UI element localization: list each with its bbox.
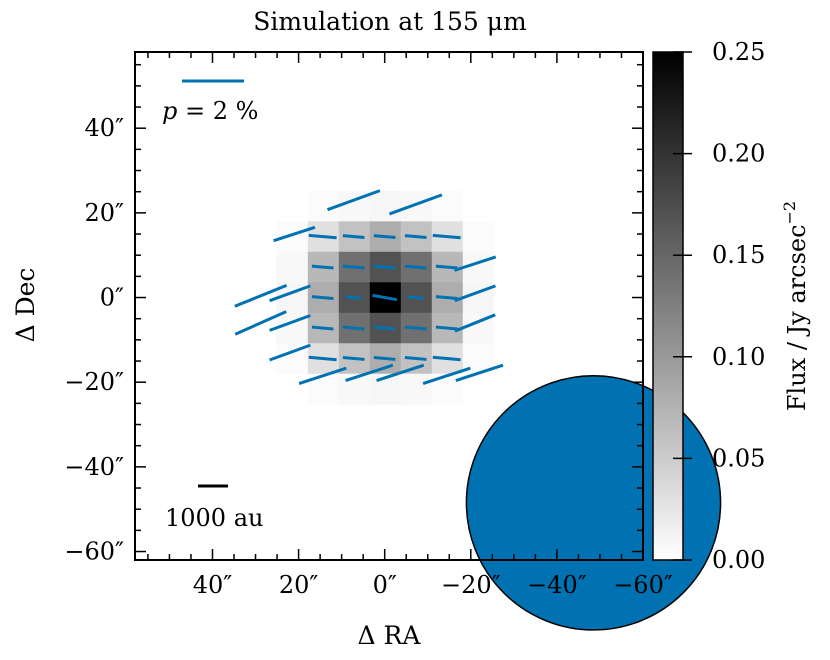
y-axis-label: Δ Dec (11, 268, 40, 343)
y-tick-label: 0″ (100, 284, 124, 312)
polarization-vector (407, 295, 424, 300)
polarization-vector (454, 255, 497, 272)
polarization-vector (311, 264, 334, 270)
polarization-vector (373, 264, 396, 270)
y-tick-label: 40″ (84, 114, 124, 142)
colorbar-label: Flux / Jy arcsec−2 (780, 201, 811, 411)
polarization-vector (345, 363, 394, 382)
polarization-vector (404, 325, 427, 331)
colorbar-tick-label: 0.00 (712, 546, 765, 574)
polarization-vector (454, 313, 496, 333)
polarization-vector (404, 356, 427, 361)
polarization-vector (308, 355, 337, 362)
polarization-vector (342, 356, 365, 361)
heatmap-pixel (276, 190, 308, 222)
colorbar: 0.00 0.05 0.10 0.15 0.20 0.25 Flux / Jy arcse… (652, 38, 811, 574)
colorbar-tick-label: 0.15 (712, 241, 765, 269)
x-tick-label: −40″ (527, 571, 587, 599)
polarization-vector (435, 295, 458, 300)
polarization-vector (454, 284, 497, 303)
polarization-vector (455, 363, 504, 382)
colorbar-tick-label: 0.25 (712, 38, 765, 66)
y-tick-label: 20″ (84, 199, 124, 227)
heatmap-pixel (400, 373, 432, 405)
polarization-vector (435, 325, 458, 331)
heatmap-pixel (276, 373, 308, 405)
plot-area: p = 2 % 1000 au (134, 51, 722, 631)
polarization-vector (342, 325, 365, 331)
au-scalebar-label: 1000 au (165, 504, 263, 532)
polarization-vector (269, 314, 311, 332)
heatmap-pixel (400, 190, 432, 222)
x-tick-label: 20″ (279, 571, 319, 599)
polarization-vector (298, 366, 347, 385)
x-tick-label: 40″ (193, 571, 233, 599)
polarization-vector (342, 264, 365, 270)
heatmap-pixel (369, 190, 401, 222)
chart-title: Simulation at 155 μm (253, 7, 527, 36)
polarization-vector (404, 264, 427, 270)
polarization-vector (311, 295, 334, 300)
polarization-vector (342, 234, 365, 240)
axis-ticks (135, 52, 643, 560)
y-tick-label: −40″ (64, 453, 124, 481)
y-tick-labels: 40″ 20″ 0″ −20″ −40″ −60″ (64, 114, 124, 565)
polarization-vector (435, 264, 458, 270)
colorbar-tick-label: 0.20 (712, 140, 765, 168)
polarization-vector (373, 356, 396, 361)
polarization-vector (308, 233, 337, 240)
polarization-vector (373, 325, 396, 331)
plot-frame (134, 51, 644, 561)
polarization-vector (234, 283, 288, 308)
polarization-vector (326, 189, 381, 212)
polarization-vector (432, 355, 461, 362)
y-tick-label: −60″ (64, 538, 124, 566)
colorbar-tick-label: 0.10 (712, 343, 765, 371)
heatmap-pixel (462, 373, 494, 405)
x-tick-label: −20″ (441, 571, 501, 599)
x-tick-labels: 40″ 20″ 0″ −20″ −40″ −60″ (193, 571, 673, 599)
colorbar-ticks: 0.00 0.05 0.10 0.15 0.20 0.25 (673, 38, 765, 574)
x-tick-label: 0″ (373, 571, 397, 599)
polarization-vector (388, 193, 443, 216)
heatmap-pixel (462, 221, 494, 253)
polarization-vector (376, 363, 425, 382)
polarization-vector (273, 225, 316, 243)
polarization-vector (234, 310, 287, 336)
polarization-vector (404, 234, 427, 240)
polarization-vector (269, 343, 311, 362)
polarization-vector (269, 284, 311, 303)
polarization-vector (373, 234, 396, 240)
heatmap-pixel (276, 251, 308, 283)
p-scale-label: p = 2 % (162, 97, 258, 125)
colorbar-tick-label: 0.05 (712, 444, 765, 472)
heatmap-pixel (462, 190, 494, 222)
polarization-vector (422, 366, 471, 385)
polarization-vector (432, 233, 461, 240)
x-tick-label: −60″ (613, 571, 673, 599)
polarization-vector (372, 293, 398, 302)
colorbar-gradient (652, 51, 684, 561)
polarization-vectors (234, 189, 504, 385)
polarization-vector (311, 325, 334, 331)
y-tick-label: −20″ (64, 368, 124, 396)
x-axis-label: Δ RA (358, 621, 422, 650)
polarization-vector (345, 295, 362, 300)
